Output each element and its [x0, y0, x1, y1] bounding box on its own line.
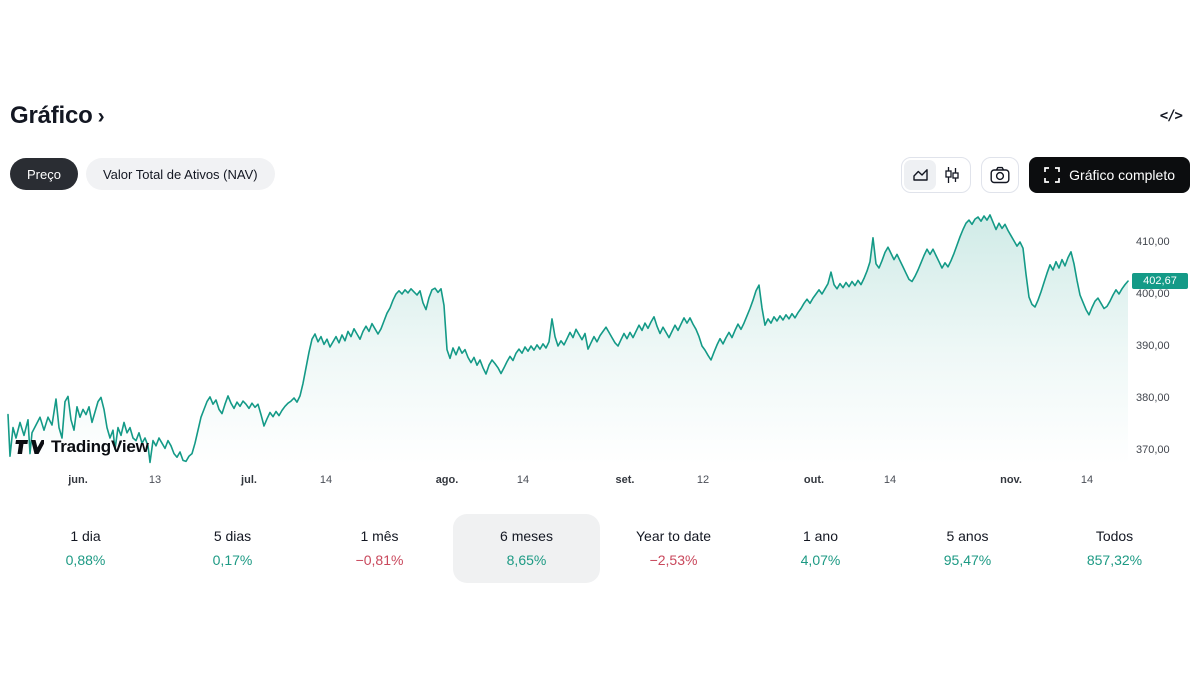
candles-chart-type-button[interactable]: [936, 160, 968, 190]
full-chart-button[interactable]: Gráfico completo: [1029, 157, 1190, 193]
period-change: 0,17%: [212, 552, 253, 568]
x-axis-tick-label: 13: [148, 474, 162, 486]
chart-toolbar: Gráfico completo: [901, 157, 1190, 193]
x-axis-tick-label: ago.: [435, 474, 459, 486]
x-axis-tick-label: jun.: [68, 474, 88, 486]
fullscreen-icon: [1044, 167, 1061, 183]
x-axis-tick-label: 14: [883, 474, 897, 486]
period-change: 95,47%: [943, 552, 992, 568]
chart-type-segmented-control: [901, 157, 972, 193]
period-button-ytd[interactable]: Year to date −2,53%: [600, 514, 747, 583]
period-label: Year to date: [636, 528, 711, 544]
x-axis-tick-label: 14: [319, 474, 333, 486]
period-button-5-dias[interactable]: 5 dias 0,17%: [159, 514, 306, 583]
x-axis-tick-label: nov.: [1000, 474, 1022, 486]
tab-nav-label: Valor Total de Ativos (NAV): [102, 166, 258, 182]
y-axis-tick-label: 380,00: [1136, 392, 1170, 404]
candlestick-icon: [945, 167, 959, 183]
x-axis-tick-label: set.: [615, 474, 635, 486]
price-chart: 410,00 400,00 390,00 380,00 370,00 402,67 ju…: [0, 200, 1200, 500]
period-label: 1 dia: [70, 528, 101, 544]
series-toggle-group: Preço Valor Total de Ativos (NAV): [10, 158, 275, 190]
x-axis-tick-label: out.: [803, 474, 825, 486]
tradingview-watermark-label: TradingView: [51, 437, 149, 456]
period-label: Todos: [1095, 528, 1134, 544]
period-change: 4,07%: [800, 552, 841, 568]
period-change: 0,88%: [65, 552, 106, 568]
section-title-link[interactable]: Gráfico ›: [10, 102, 105, 130]
tradingview-attribution-link[interactable]: TradingView: [14, 437, 149, 457]
period-label: 6 meses: [500, 528, 553, 544]
period-button-1-ano[interactable]: 1 ano 4,07%: [747, 514, 894, 583]
period-button-1-mes[interactable]: 1 mês −0,81%: [306, 514, 453, 583]
snapshot-button[interactable]: [981, 157, 1020, 193]
period-button-todos[interactable]: Todos 857,32%: [1041, 514, 1188, 583]
period-button-1-dia[interactable]: 1 dia 0,88%: [12, 514, 159, 583]
period-change: −2,53%: [649, 552, 698, 568]
x-axis-tick-label: 14: [516, 474, 530, 486]
x-axis-tick-label: jul.: [241, 474, 257, 486]
tab-nav[interactable]: Valor Total de Ativos (NAV): [85, 158, 275, 190]
page-title: Gráfico: [10, 102, 93, 129]
x-axis-tick-label: 14: [1080, 474, 1094, 486]
period-label: 1 ano: [802, 528, 839, 544]
period-change: 8,65%: [506, 552, 547, 568]
x-axis-tick-label: 12: [696, 474, 710, 486]
period-selector: 1 dia 0,88% 5 dias 0,17% 1 mês −0,81% 6 …: [12, 514, 1188, 583]
period-change: 857,32%: [1086, 552, 1143, 568]
last-price-badge: 402,67: [1132, 273, 1188, 290]
chevron-right-icon: ›: [97, 105, 105, 128]
full-chart-button-label: Gráfico completo: [1069, 167, 1175, 183]
camera-icon: [990, 166, 1010, 184]
area-fill: [8, 214, 1128, 465]
period-button-6-meses[interactable]: 6 meses 8,65%: [453, 514, 600, 583]
period-button-5-anos[interactable]: 5 anos 95,47%: [894, 514, 1041, 583]
area-series-plot[interactable]: [0, 200, 1132, 472]
y-axis-tick-label: 390,00: [1136, 340, 1170, 352]
embed-code-icon[interactable]: </>: [1159, 108, 1183, 124]
area-chart-type-button[interactable]: [904, 160, 937, 190]
y-axis-tick-label: 410,00: [1136, 236, 1170, 248]
period-label: 1 mês: [360, 528, 399, 544]
y-axis-tick-label: 400,00: [1136, 288, 1170, 300]
tradingview-logo-icon: [15, 439, 44, 454]
area-chart-icon: [912, 169, 928, 181]
period-change: −0,81%: [355, 552, 404, 568]
period-label: 5 anos: [946, 528, 989, 544]
price-line: [7, 214, 1129, 464]
period-label: 5 dias: [213, 528, 252, 544]
x-axis: jun. 13 jul. 14 ago. 14 set. 12 out. 14 nov. 14: [0, 474, 1130, 490]
y-axis-tick-label: 370,00: [1136, 444, 1170, 456]
tab-preco-label: Preço: [27, 166, 61, 182]
tab-preco[interactable]: Preço: [10, 158, 78, 190]
